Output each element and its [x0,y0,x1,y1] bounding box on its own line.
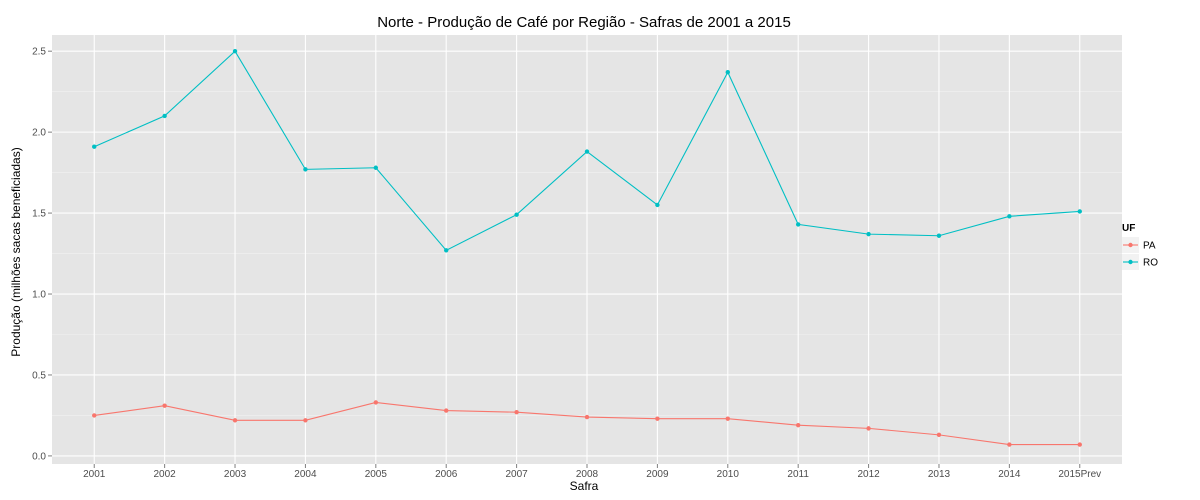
x-tick-label: 2012 [857,469,880,480]
x-axis: 2001 2002 2003 2004 2005 2006 2007 2008 2009 2010… [83,464,1101,480]
x-tick-label: 2003 [224,469,247,480]
x-tick-label: 2013 [928,469,951,480]
data-point-ro [373,165,379,170]
data-point-ro [936,233,942,238]
x-tick-label: 2008 [576,469,599,480]
data-point-ro [584,149,590,154]
x-tick-label: 2010 [717,469,740,480]
series-pa [92,400,1082,447]
x-axis-label: Safra [570,479,599,493]
data-point-pa [866,426,871,431]
data-point-ro [655,202,660,208]
y-tick-label: 0.5 [32,370,46,381]
data-point-pa [584,414,590,420]
data-point-pa [1077,442,1082,447]
x-tick-label: 2005 [365,469,388,480]
x-tick-label: 2009 [646,469,669,480]
data-point-ro [162,113,167,119]
x-tick-label: 2006 [435,469,458,480]
x-tick-label: 2015Prev [1058,469,1101,480]
legend-label-ro: RO [1143,258,1158,269]
x-tick-label: 2014 [998,469,1021,480]
data-point-pa [655,416,660,421]
data-point-ro [725,70,730,75]
data-point-pa [92,413,97,418]
data-point-pa [162,403,167,408]
data-point-ro [303,167,308,172]
y-tick-label: 0.0 [32,451,46,462]
data-point-ro [92,144,97,149]
y-tick-label: 2.0 [32,128,46,139]
y-axis-label: Produção (milhões sacas beneficiadas) [9,147,23,356]
data-point-pa [373,400,379,405]
data-point-ro [514,212,519,217]
series-ro [92,48,1082,253]
chart-title: Norte - Produção de Café por Região - Sa… [377,14,791,31]
data-point-pa [232,418,238,423]
x-tick-label: 2007 [505,469,528,480]
data-point-pa [1007,442,1012,447]
series-layer [92,48,1082,447]
data-point-pa [795,422,801,428]
y-tick-label: 1.5 [32,209,46,220]
x-tick-label: 2001 [83,469,106,480]
x-tick-label: 2004 [294,469,317,480]
y-tick-label: 2.5 [32,47,46,58]
legend-key-point [1128,242,1133,248]
data-point-pa [725,416,730,421]
data-point-ro [232,48,238,54]
data-point-ro [866,231,871,237]
legend: UF PA RO [1122,223,1158,270]
data-point-ro [1077,209,1082,214]
data-point-pa [444,408,449,413]
x-tick-label: 2002 [154,469,177,480]
major-gridlines [52,35,1122,464]
legend-key-point [1128,259,1133,265]
data-point-ro [795,222,801,227]
legend-label-pa: PA [1143,241,1156,252]
data-point-ro [444,248,449,253]
data-point-pa [936,432,942,438]
legend-title: UF [1122,223,1135,234]
x-tick-label: 2011 [787,469,809,480]
data-point-ro [1007,214,1012,219]
y-tick-label: 1.0 [32,290,46,301]
data-point-pa [303,418,308,423]
data-point-pa [514,409,519,415]
y-axis: 0.0 0.5 1.0 1.5 2.0 2.5 [32,47,52,462]
